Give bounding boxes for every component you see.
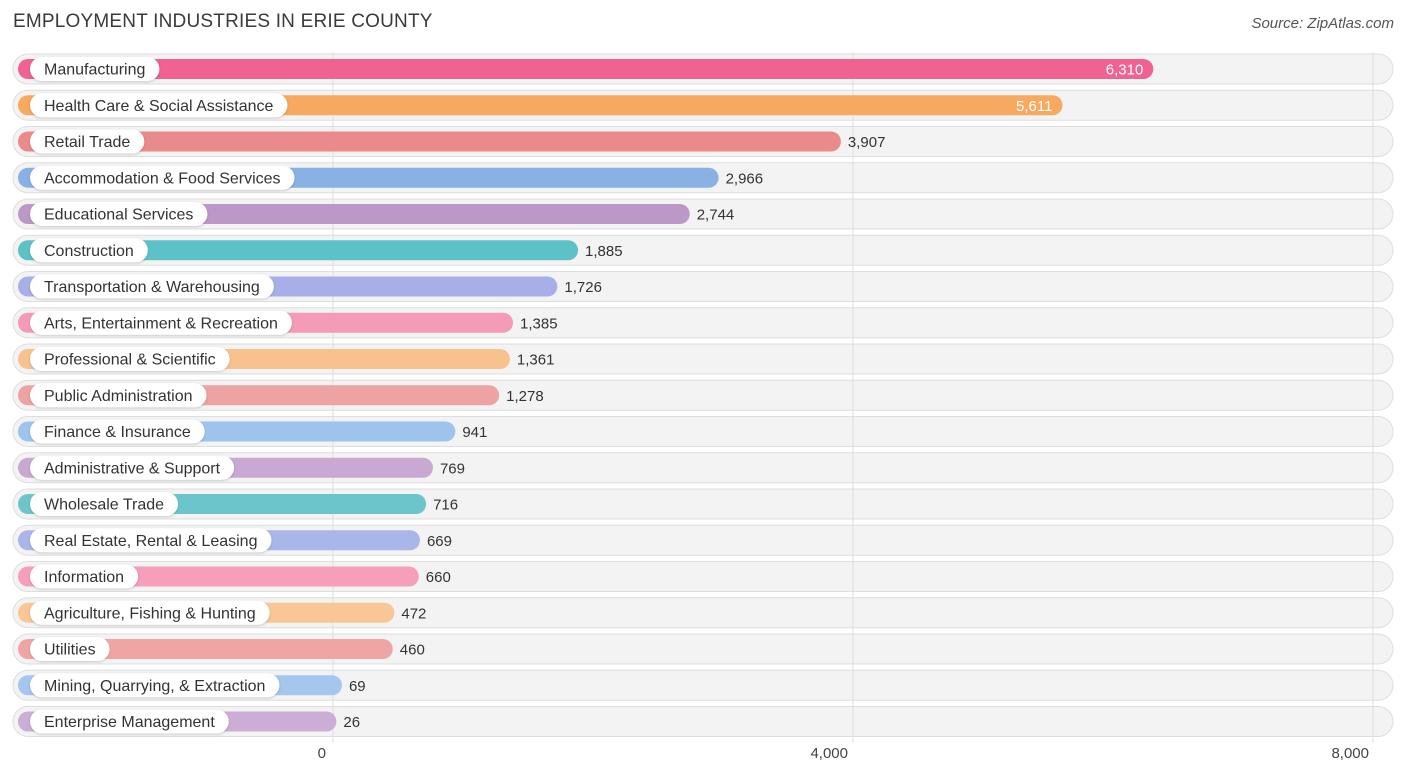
category-label: Educational Services [44,207,193,224]
chart-title: EMPLOYMENT INDUSTRIES IN ERIE COUNTY [13,11,433,32]
category-label: Utilities [44,642,96,659]
value-label: 2,966 [726,170,764,187]
category-label-pill [30,455,235,480]
value-label: 660 [426,569,451,586]
category-label-pill [30,274,274,299]
x-tick-label: 4,000 [810,745,848,762]
category-label: Health Care & Social Assistance [44,98,274,115]
value-label: 2,744 [697,207,735,224]
category-label-pill [30,637,110,661]
category-label-pill [30,419,205,444]
category-label-pill [30,600,270,625]
row-background [12,669,1394,701]
category-label: Arts, Entertainment & Recreation [44,315,278,332]
value-label: 5,611 [1016,98,1052,115]
x-tick-label: 0 [318,745,326,762]
bar[interactable] [18,639,393,659]
value-label: 1,361 [517,352,555,369]
value-label: 6,310 [1106,62,1144,79]
value-label: 69 [349,678,366,695]
value-label: 3,907 [848,134,886,151]
category-label-pill [30,165,295,190]
category-label: Enterprise Management [44,714,215,731]
category-label-pill [30,57,160,81]
category-label: Construction [44,243,134,260]
value-label: 472 [401,605,426,622]
category-label-pill [30,310,292,335]
category-label-pill [30,528,272,553]
category-label: Administrative & Support [44,460,221,477]
value-label: 1,885 [585,243,623,260]
value-label: 941 [462,424,487,441]
category-label: Real Estate, Rental & Leasing [44,533,257,550]
category-label-pill [30,129,145,154]
value-label: 769 [440,460,465,477]
category-label-pill [30,238,148,263]
category-label-pill [30,564,139,589]
x-tick-label: 8,000 [1331,745,1369,762]
category-label: Public Administration [44,388,193,405]
category-label: Information [44,569,124,586]
category-label-pill [30,202,208,226]
category-label-pill [30,347,230,371]
category-label: Wholesale Trade [44,497,164,514]
category-label-pill [30,673,280,698]
value-label: 460 [400,642,425,659]
value-label: 1,385 [520,315,558,332]
category-label-pill [30,93,288,118]
value-label: 1,278 [506,388,544,405]
category-label: Retail Trade [44,134,130,151]
category-label: Mining, Quarrying, & Extraction [44,678,265,695]
value-label: 1,726 [564,279,602,296]
category-label: Finance & Insurance [44,424,191,441]
category-label-pill [30,709,229,734]
category-label-pill [30,492,179,516]
source-label: Source: ZipAtlas.com [1251,15,1394,32]
category-label: Accommodation & Food Services [44,170,281,187]
value-label: 26 [343,714,360,731]
category-label-pill [30,383,207,408]
bar[interactable] [18,131,841,152]
row-background [12,706,1394,737]
category-label: Professional & Scientific [44,352,216,369]
bar[interactable] [18,59,1154,79]
value-label: 716 [433,497,458,514]
category-label: Agriculture, Fishing & Hunting [44,605,256,622]
category-label: Manufacturing [44,62,145,79]
value-label: 669 [427,533,452,550]
bar[interactable] [18,240,579,261]
category-label: Transportation & Warehousing [44,279,260,296]
